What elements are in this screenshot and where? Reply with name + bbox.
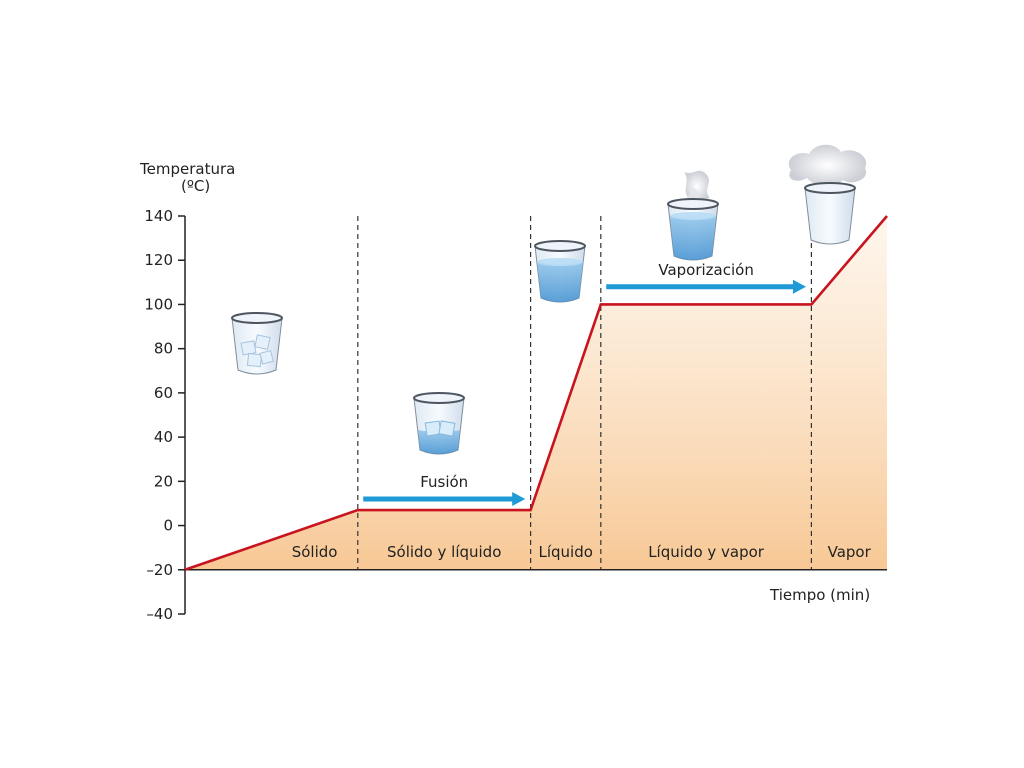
x-axis-label: Tiempo (min) — [769, 586, 870, 604]
phase-label: Líquido y vapor — [648, 543, 765, 561]
arrow-head — [793, 279, 806, 294]
series — [184, 215, 888, 572]
arrow-label: Fusión — [420, 473, 468, 491]
phase-labels: Sólido Sólido y líquido Líquido Líquido y v… — [292, 543, 872, 561]
y-axis-label-line2: (ºC) — [181, 177, 210, 195]
y-tick-label: 100 — [144, 295, 173, 313]
y-tick-label: 0 — [163, 517, 173, 535]
temperature-line — [184, 215, 888, 572]
glass-vapor-icon — [788, 144, 867, 245]
phase-boundaries — [357, 216, 813, 570]
y-ticks: 140 120 100 80 60 40 20 0 –20 –40 — [144, 207, 185, 623]
area-under-curve — [185, 216, 887, 570]
glass-steaming-water-icon — [667, 170, 719, 261]
y-tick-label: 140 — [144, 207, 173, 225]
arrow-label: Vaporización — [658, 261, 754, 279]
y-tick-label: 60 — [154, 384, 173, 402]
area-fill — [185, 216, 887, 570]
y-tick-label: 80 — [154, 340, 173, 358]
glass-water-icon — [534, 240, 586, 303]
y-tick-label: 40 — [154, 428, 173, 446]
glass-ice-icon — [231, 312, 283, 375]
y-tick-label: –20 — [146, 561, 173, 579]
y-axis — [184, 216, 887, 614]
y-axis-label-line1: Temperatura — [139, 160, 235, 178]
glass-melting-ice-icon — [413, 392, 465, 455]
y-tick-label: –40 — [146, 605, 173, 623]
arrows: Fusión Vaporización — [363, 261, 806, 507]
phase-label: Vapor — [828, 543, 872, 561]
arrow-head — [512, 492, 526, 507]
phase-label: Sólido y líquido — [387, 543, 501, 561]
phase-label: Sólido — [292, 543, 338, 561]
y-tick-label: 120 — [144, 251, 173, 269]
y-tick-label: 20 — [154, 472, 173, 490]
phase-label: Líquido — [538, 543, 592, 561]
